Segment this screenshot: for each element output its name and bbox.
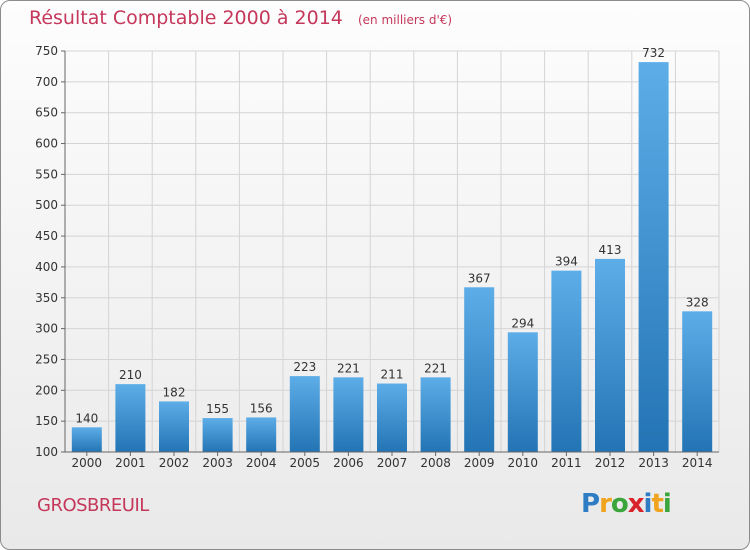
x-tick-label: 2011 [551, 456, 582, 470]
bar [159, 401, 189, 452]
logo-letter: t [651, 489, 663, 519]
bar [246, 417, 277, 452]
x-tick-label: 2002 [159, 456, 190, 470]
bar-value-label: 394 [555, 255, 578, 269]
bar-value-label: 732 [642, 46, 665, 60]
town-name: GROSBREUIL [37, 495, 149, 516]
bar [333, 377, 364, 452]
chart-subtitle: (en milliers d'€) [357, 13, 453, 27]
logo-letter: i [643, 489, 653, 519]
bar [115, 384, 146, 452]
bar [71, 427, 102, 452]
y-tick-label: 250 [35, 352, 58, 366]
bar-value-label: 294 [511, 316, 534, 330]
logo-letter: o [610, 489, 629, 519]
bar-value-label: 140 [75, 411, 98, 425]
bar [638, 62, 669, 452]
axes: 100 150 200 250 300 350 400 450 500 550 600 650 700 7… [35, 44, 719, 470]
bar-value-label: 328 [686, 295, 709, 309]
bar [420, 377, 451, 452]
x-tick-label: 2001 [115, 456, 146, 470]
y-tick-label: 300 [35, 322, 58, 336]
bar-value-label: 413 [599, 243, 622, 257]
logo-letter: x [627, 489, 645, 519]
x-tick-label: 2013 [638, 456, 669, 470]
y-tick-label: 750 [35, 44, 58, 58]
y-tick-label: 500 [35, 198, 58, 212]
y-tick-label: 450 [35, 229, 58, 243]
bar [682, 311, 713, 452]
x-tick-label: 2014 [682, 456, 713, 470]
bar-value-label: 211 [381, 368, 404, 382]
logo-letter: r [599, 489, 612, 519]
bar-value-label: 367 [468, 271, 491, 285]
x-tick-label: 2003 [202, 456, 233, 470]
chart-title: Résultat Comptable 2000 à 2014 [29, 7, 343, 29]
y-tick-label: 100 [35, 445, 58, 459]
y-tick-label: 350 [35, 291, 58, 305]
x-tick-label: 2000 [72, 456, 103, 470]
y-tick-label: 550 [35, 167, 58, 181]
chart-title-block: Résultat Comptable 2000 à 2014 (en milli… [29, 7, 452, 29]
x-tick-label: 2007 [377, 456, 408, 470]
logo-letter: P [581, 489, 600, 519]
bar [202, 418, 233, 452]
y-tick-label: 700 [35, 75, 58, 89]
bar-value-label: 182 [163, 385, 186, 399]
y-tick-label: 650 [35, 106, 58, 120]
bar-value-label: 221 [424, 361, 447, 375]
bar-value-label: 155 [206, 402, 229, 416]
x-tick-label: 2006 [333, 456, 364, 470]
proxiti-logo: Proxiti [581, 489, 672, 519]
bar [595, 258, 625, 452]
y-tick-label: 400 [35, 260, 58, 274]
bar-value-label: 156 [250, 401, 273, 415]
y-tick-label: 150 [35, 414, 58, 428]
y-tick-label: 600 [35, 137, 58, 151]
bar [507, 332, 538, 452]
bar-value-label: 221 [337, 361, 360, 375]
x-tick-label: 2005 [290, 456, 321, 470]
bar-value-label: 223 [293, 360, 316, 374]
x-tick-label: 2008 [420, 456, 451, 470]
logo-letter: i [662, 489, 672, 519]
bar [464, 287, 495, 452]
y-tick-label: 200 [35, 383, 58, 397]
bars [71, 62, 713, 452]
x-tick-label: 2010 [508, 456, 539, 470]
bar [377, 383, 407, 452]
value-labels: 140 210 182 155 156 223 221 211 221 367 294 394 413 7… [75, 46, 708, 425]
bar [551, 270, 582, 452]
x-tick-label: 2012 [595, 456, 626, 470]
bar [289, 376, 320, 452]
grid [64, 50, 720, 453]
x-tick-label: 2004 [246, 456, 277, 470]
bar-value-label: 210 [119, 368, 142, 382]
x-tick-label: 2009 [464, 456, 495, 470]
